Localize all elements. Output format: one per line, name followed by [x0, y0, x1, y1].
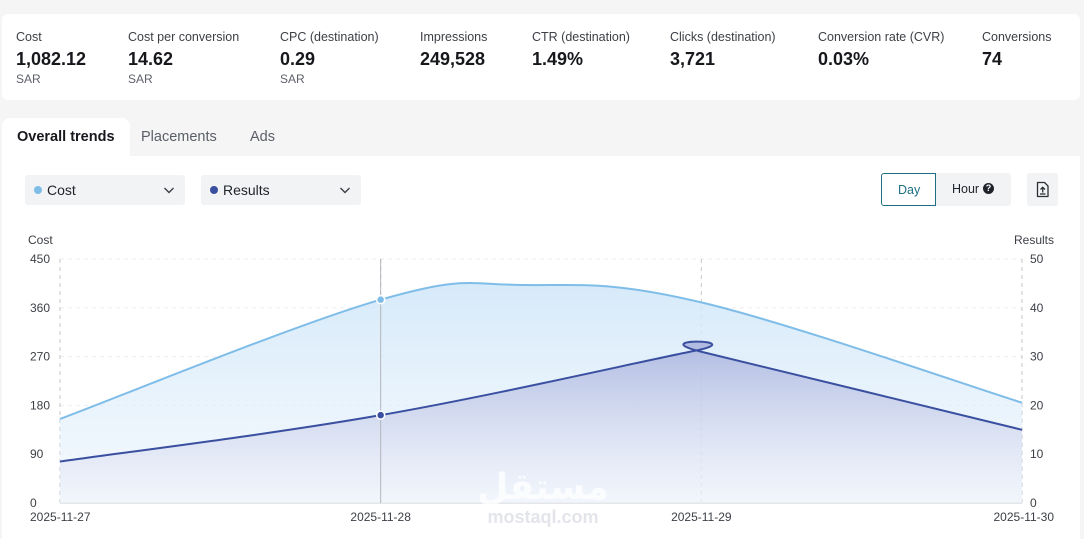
- results-hover-point: [375, 410, 386, 420]
- tab-placements[interactable]: Placements: [141, 129, 217, 145]
- metric-unit: SAR: [16, 72, 41, 86]
- tab-overall-trends[interactable]: Overall trends: [2, 118, 130, 156]
- day-label: Day: [898, 183, 921, 197]
- metric-value: 14.62: [128, 49, 174, 69]
- export-button[interactable]: [1027, 173, 1058, 206]
- y-left-tick-label: 360: [30, 301, 50, 315]
- metric-label: Conversion rate (CVR): [818, 30, 945, 44]
- cost-legend-dot: [34, 186, 42, 194]
- metric-value: 74: [982, 49, 1003, 69]
- metric-unit: SAR: [128, 72, 153, 86]
- tab-ads[interactable]: Ads: [250, 129, 275, 145]
- metric-value: 3,721: [670, 49, 716, 69]
- metric-label: Cost: [16, 30, 42, 44]
- y-right-tick-label: 30: [1030, 350, 1044, 364]
- metric-unit: SAR: [280, 72, 305, 86]
- x-tick-label: 2025-11-29: [671, 510, 732, 524]
- secondary-metric-select[interactable]: Results: [201, 175, 361, 205]
- chevron-down-icon: [340, 187, 350, 194]
- metrics-summary: Cost 1,082.12 SAR Cost per conversion 14…: [2, 14, 1080, 100]
- y-left-tick-label: 450: [30, 252, 50, 266]
- watermark-latin: mostaql.com: [487, 507, 598, 527]
- y-right-axis-title: Results: [1014, 233, 1054, 247]
- y-right-tick-label: 0: [1030, 496, 1037, 510]
- help-icon[interactable]: ?: [983, 183, 994, 194]
- metric-value: 1.49%: [532, 49, 584, 69]
- results-series-line: [59, 340, 1023, 463]
- watermark-arabic: مستقل: [477, 467, 609, 508]
- y-left-axis-title: Cost: [28, 233, 53, 247]
- y-left-tick-label: 90: [30, 447, 44, 461]
- y-left-tick-label: 0: [30, 496, 37, 510]
- metric-value: 249,528: [420, 49, 486, 69]
- x-tick-label: 2025-11-27: [30, 510, 91, 524]
- y-left-tick-label: 180: [30, 398, 50, 412]
- metric-value: 1,082.12: [16, 49, 87, 69]
- primary-metric-select[interactable]: Cost: [25, 175, 185, 205]
- y-right-tick-label: 10: [1030, 447, 1044, 461]
- results-area: [60, 341, 1022, 503]
- hour-label: Hour: [952, 182, 980, 196]
- metric-label: Cost per conversion: [128, 30, 240, 44]
- x-tick-label: 2025-11-30: [994, 510, 1055, 524]
- y-left-tick-label: 270: [30, 350, 50, 364]
- trends-panel: Cost Results Day Hour ? مستقل mostaql.com…: [2, 156, 1080, 539]
- results-legend-dot: [210, 186, 218, 194]
- metric-label: CTR (destination): [532, 30, 630, 44]
- metric-label: Impressions: [420, 30, 488, 44]
- metric-label: CPC (destination): [280, 30, 379, 44]
- metric-value: 0.29: [280, 49, 316, 69]
- granularity-day-button[interactable]: Day: [881, 173, 936, 206]
- metric-value: 0.03%: [818, 49, 870, 69]
- metric-label: Conversions: [982, 30, 1052, 44]
- y-right-tick-label: 40: [1030, 301, 1044, 315]
- secondary-metric-label: Results: [223, 182, 270, 198]
- export-file-icon: [1036, 181, 1049, 198]
- primary-metric-label: Cost: [47, 182, 76, 198]
- chevron-down-icon: [164, 187, 174, 194]
- x-tick-label: 2025-11-28: [350, 510, 411, 524]
- metric-label: Clicks (destination): [670, 30, 776, 44]
- y-right-tick-label: 50: [1030, 252, 1044, 266]
- cost-hover-point: [375, 294, 386, 305]
- cost-series-line: [59, 282, 1023, 420]
- report-tabs: Overall trends Placements Ads: [0, 118, 1084, 156]
- y-right-tick-label: 20: [1030, 398, 1044, 412]
- granularity-hour-button[interactable]: Hour ?: [936, 173, 1011, 206]
